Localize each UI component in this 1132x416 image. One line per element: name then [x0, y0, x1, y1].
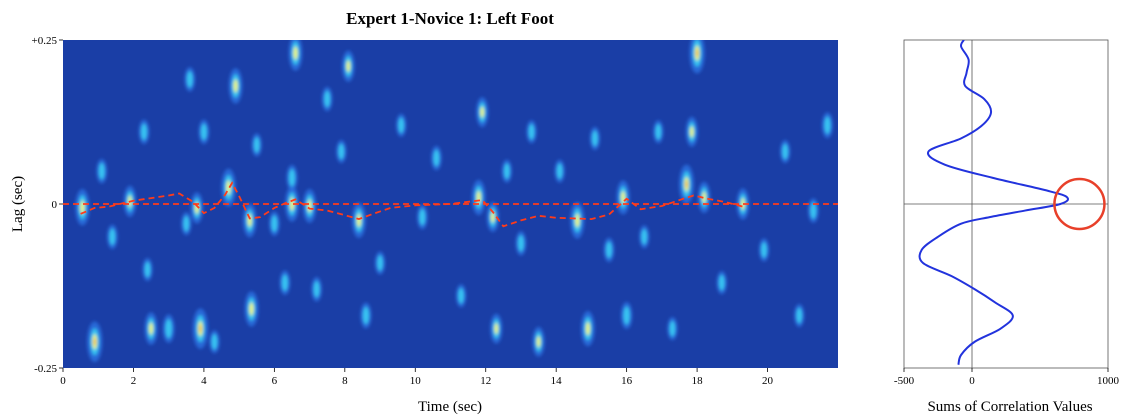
- heatmap-x-label: Time (sec): [418, 399, 482, 415]
- x-tick-label: 16: [621, 375, 633, 387]
- x-tick-label: 12: [480, 375, 491, 387]
- heatmap-blob: [471, 179, 486, 216]
- heatmap-blob: [351, 202, 366, 239]
- heatmap-blob: [780, 139, 791, 164]
- heatmap-chart: Expert 1-Novice 1: Left Foot 0 2 4 6 8 10 12 14…: [10, 9, 838, 415]
- heatmap-blob: [374, 251, 386, 275]
- heatmap-blob: [342, 50, 355, 82]
- x-tick-label: 14: [551, 375, 563, 387]
- heatmap-blob: [181, 212, 192, 236]
- heatmap-blob: [75, 188, 90, 226]
- heatmap-blob: [311, 277, 322, 302]
- heatmap-blob: [285, 186, 299, 222]
- heatmap-background: [63, 40, 838, 368]
- heatmap-blob: [96, 158, 108, 184]
- x-tick-label: 10: [410, 375, 422, 387]
- heatmap-x-ticks: 0 2 4 6 8 10 12 14 16 18 20: [60, 368, 774, 387]
- heatmap-blob: [228, 68, 243, 104]
- y-tick-label: 0: [52, 199, 58, 211]
- correlation-sum-chart: -500 0 1000 Sums of Correlation Values: [894, 39, 1120, 415]
- heatmap-blob: [697, 181, 711, 214]
- heatmap-blob: [251, 133, 262, 157]
- x-tick-label: 18: [692, 375, 704, 387]
- heatmap-blob: [288, 40, 303, 71]
- heatmap-blob: [616, 180, 630, 215]
- heatmap-blob: [86, 321, 103, 363]
- heatmap-blob: [138, 119, 150, 145]
- heatmap-blob: [758, 238, 770, 262]
- heatmap-blob: [198, 119, 210, 145]
- heatmap-blob: [532, 326, 545, 357]
- line-x-ticks: -500 0 1000: [894, 368, 1120, 387]
- x-tick-label: 4: [201, 375, 207, 387]
- heatmap-blob: [807, 198, 819, 223]
- heatmap-blob: [501, 159, 513, 183]
- series-line: [918, 40, 1069, 365]
- heatmap-blob: [794, 303, 805, 328]
- heatmap-blob: [190, 192, 204, 224]
- x-tick-label: 2: [131, 375, 137, 387]
- heatmap-blob: [515, 231, 527, 256]
- heatmap-blob: [192, 308, 209, 349]
- heatmap-blob: [416, 204, 428, 230]
- heatmap-blob: [396, 113, 407, 137]
- heatmap-blob: [570, 202, 585, 239]
- y-tick-label: -0.25: [34, 363, 57, 375]
- heatmap-blob: [589, 126, 601, 150]
- heatmap-blob: [360, 302, 372, 329]
- heatmap-blob: [209, 330, 220, 354]
- heatmap-blob: [620, 301, 633, 330]
- heatmap-blob: [653, 120, 664, 144]
- heatmap-blob: [142, 258, 153, 282]
- heatmap-blob: [286, 164, 298, 191]
- heatmap-blob: [144, 312, 158, 345]
- heatmap-y-ticks: +0.25 0 -0.25: [32, 35, 63, 375]
- heatmap-blob: [716, 271, 727, 295]
- heatmap-blob: [336, 139, 347, 164]
- heatmap-blob: [321, 86, 333, 112]
- heatmap-blob: [184, 67, 196, 92]
- heatmap-blob: [269, 211, 280, 236]
- heatmap-blob: [455, 284, 467, 308]
- heatmap-blob: [667, 317, 678, 341]
- heatmap-blob: [106, 224, 118, 250]
- heatmap-blob: [302, 189, 317, 223]
- peak-highlight-circle: [1053, 177, 1106, 231]
- heatmap-blob: [279, 270, 291, 295]
- heatmap-title: Expert 1-Novice 1: Left Foot: [346, 9, 554, 28]
- x-tick-label: 20: [762, 375, 774, 387]
- x-tick-label: 0: [60, 375, 66, 387]
- x-tick-label: 8: [342, 375, 348, 387]
- x-tick-label: 1000: [1097, 375, 1120, 387]
- heatmap-blob: [554, 159, 565, 183]
- heatmap-blob: [476, 97, 489, 128]
- heatmap-blob: [685, 116, 698, 147]
- heatmap-blob: [490, 313, 503, 344]
- heatmap-blobs: [75, 40, 833, 363]
- line-x-label: Sums of Correlation Values: [927, 399, 1092, 415]
- heatmap-blob: [431, 145, 442, 171]
- heatmap-blob: [689, 40, 705, 74]
- heatmap-blob: [244, 291, 259, 327]
- x-tick-label: 6: [272, 375, 278, 387]
- heatmap-blob: [821, 112, 833, 139]
- heatmap-blob: [580, 311, 595, 347]
- heatmap-blob: [639, 225, 650, 249]
- heatmap-blob: [678, 164, 695, 204]
- heatmap-blob: [526, 120, 537, 144]
- y-tick-label: +0.25: [32, 35, 58, 47]
- heatmap-blob: [603, 237, 615, 263]
- x-tick-label: 0: [969, 375, 975, 387]
- heatmap-blob: [162, 314, 175, 343]
- lag-trace-line: [80, 181, 744, 228]
- x-tick-label: -500: [894, 375, 915, 387]
- heatmap-y-label: Lag (sec): [10, 176, 26, 232]
